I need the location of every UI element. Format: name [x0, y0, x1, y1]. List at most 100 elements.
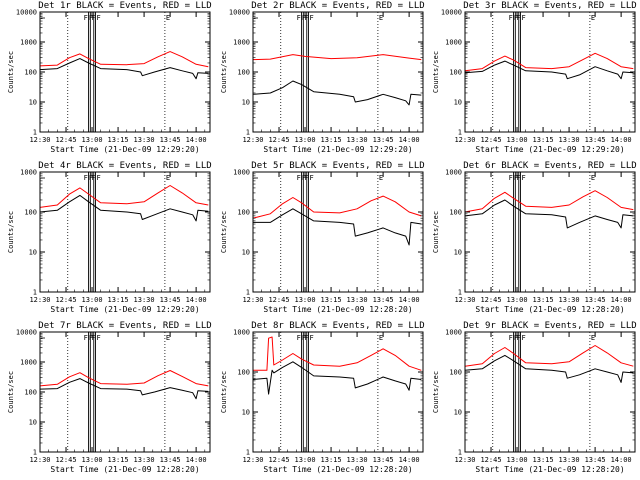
x-tick-label: 12:45 [480, 136, 501, 144]
y-axis-label: Counts/sec [220, 371, 228, 413]
x-tick-label: 13:45 [373, 456, 394, 464]
flag-mark: F [516, 174, 520, 182]
x-tick-label: 12:45 [55, 296, 76, 304]
y-tick-label: 10 [454, 409, 462, 417]
flag-mark: F [89, 174, 93, 182]
y-tick-label: 10 [29, 249, 37, 257]
y-tick-label: 1 [458, 129, 462, 137]
flag-mark: F [97, 334, 101, 342]
x-tick-label: 13:45 [585, 136, 606, 144]
series-lld-line [253, 336, 422, 371]
flag-mark: F [514, 14, 518, 22]
x-tick-label: 13:30 [559, 456, 580, 464]
flag-mark: F [84, 14, 88, 22]
flag-mark: F [304, 334, 308, 342]
flag-mark: E [379, 14, 383, 22]
y-tick-label: 10000 [16, 329, 37, 337]
x-axis-label: Start Time (21-Dec-09 12:29:20) [263, 145, 412, 154]
y-axis-label: Counts/sec [7, 211, 15, 253]
flag-mark: F [522, 14, 526, 22]
x-tick-label: 13:30 [347, 296, 368, 304]
x-tick-label: 13:15 [533, 456, 554, 464]
y-tick-label: 10 [454, 249, 462, 257]
x-tick-label: 14:00 [399, 136, 420, 144]
x-tick-label: 14:00 [186, 136, 207, 144]
x-axis-label: Start Time (21-Dec-09 12:29:20) [475, 145, 624, 154]
flag-mark: E [166, 174, 170, 182]
flag-mark: F [84, 334, 88, 342]
panel-title: Det 3r BLACK = Events, RED = LLD [463, 1, 636, 11]
x-tick-label: 12:30 [454, 296, 475, 304]
y-tick-label: 1000 [20, 169, 37, 177]
x-tick-label: 13:45 [160, 456, 181, 464]
series-events-line [39, 194, 209, 222]
plot-frame [464, 331, 636, 453]
y-tick-label: 100 [237, 69, 250, 77]
flag-mark: F [522, 334, 526, 342]
panel-title: Det 4r BLACK = Events, RED = LLD [38, 161, 211, 171]
x-tick-label: 12:30 [29, 136, 50, 144]
x-tick-label: 14:00 [186, 456, 207, 464]
y-tick-label: 1000 [233, 169, 250, 177]
x-tick-label: 13:00 [295, 136, 316, 144]
x-tick-label: 12:45 [268, 456, 289, 464]
y-tick-label: 1000 [445, 329, 462, 337]
x-axis-label: Start Time (21-Dec-09 12:28:20) [475, 305, 624, 314]
y-tick-label: 10000 [229, 9, 250, 17]
x-tick-label: 12:45 [55, 136, 76, 144]
flag-mark: F [302, 334, 306, 342]
series-events-line [252, 80, 422, 106]
x-tick-label: 13:15 [321, 136, 342, 144]
x-tick-label: 12:30 [242, 456, 263, 464]
x-tick-label: 13:00 [507, 136, 528, 144]
flag-mark: F [304, 14, 308, 22]
flag-mark: E [591, 174, 595, 182]
series-events-line [252, 361, 422, 395]
flag-mark: F [97, 14, 101, 22]
x-tick-label: 13:45 [373, 136, 394, 144]
y-tick-label: 1 [33, 449, 37, 457]
x-tick-label: 13:45 [585, 456, 606, 464]
y-axis-label: Counts/sec [220, 51, 228, 93]
y-tick-label: 10000 [441, 9, 462, 17]
flag-mark: F [509, 174, 513, 182]
y-tick-label: 1 [246, 449, 250, 457]
flag-mark: F [516, 14, 520, 22]
y-axis-label: Counts/sec [7, 371, 15, 413]
flag-mark: F [514, 334, 518, 342]
x-tick-label: 13:15 [321, 296, 342, 304]
flag-mark: F [302, 14, 306, 22]
series-lld-line [39, 370, 209, 387]
flag-mark: E [591, 334, 595, 342]
x-tick-label: 12:45 [268, 296, 289, 304]
flag-mark: F [84, 174, 88, 182]
y-tick-label: 100 [237, 209, 250, 217]
x-tick-label: 13:30 [347, 456, 368, 464]
y-tick-label: 1 [458, 449, 462, 457]
y-tick-label: 1000 [20, 359, 37, 367]
y-tick-label: 100 [24, 209, 37, 217]
flag-mark: F [516, 334, 520, 342]
flag-mark: F [514, 174, 518, 182]
y-tick-label: 1 [458, 289, 462, 297]
x-tick-label: 13:45 [160, 136, 181, 144]
y-tick-label: 10 [242, 99, 250, 107]
series-events-line [253, 208, 422, 246]
series-lld-line [252, 54, 422, 61]
flag-mark: E [379, 174, 383, 182]
x-tick-label: 13:30 [134, 296, 155, 304]
flag-mark: F [97, 174, 101, 182]
x-tick-label: 14:00 [399, 456, 420, 464]
x-tick-label: 14:00 [399, 296, 420, 304]
x-tick-label: 13:15 [108, 296, 129, 304]
x-tick-label: 13:30 [559, 296, 580, 304]
x-tick-label: 13:15 [533, 296, 554, 304]
flag-mark: F [509, 14, 513, 22]
x-tick-label: 13:00 [295, 296, 316, 304]
y-tick-label: 10 [29, 419, 37, 427]
